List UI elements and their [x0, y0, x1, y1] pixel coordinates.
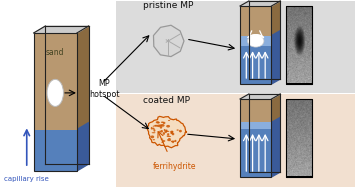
- Bar: [286, 99, 312, 177]
- Text: pristine MP: pristine MP: [143, 1, 193, 10]
- Bar: [34, 33, 77, 130]
- Polygon shape: [272, 117, 280, 177]
- Text: MP
hotspot: MP hotspot: [89, 79, 120, 99]
- Ellipse shape: [159, 131, 161, 133]
- Ellipse shape: [153, 129, 155, 132]
- Ellipse shape: [155, 125, 157, 127]
- Bar: [240, 36, 272, 84]
- Ellipse shape: [166, 125, 170, 128]
- Polygon shape: [240, 1, 280, 6]
- Text: ferrihydrite: ferrihydrite: [152, 162, 196, 171]
- Bar: [240, 122, 272, 177]
- Ellipse shape: [167, 135, 169, 136]
- Text: sand: sand: [46, 48, 65, 57]
- Bar: [34, 33, 77, 171]
- Bar: [240, 122, 272, 129]
- Ellipse shape: [152, 132, 155, 133]
- Ellipse shape: [172, 141, 174, 143]
- Ellipse shape: [247, 35, 264, 47]
- Bar: [116, 1, 355, 93]
- Ellipse shape: [168, 138, 171, 139]
- Bar: [286, 6, 312, 84]
- Bar: [240, 6, 272, 84]
- Polygon shape: [34, 26, 89, 33]
- Ellipse shape: [161, 122, 164, 123]
- Bar: [286, 99, 312, 177]
- Ellipse shape: [161, 124, 165, 127]
- Ellipse shape: [171, 131, 173, 134]
- Ellipse shape: [164, 130, 167, 133]
- Ellipse shape: [159, 124, 162, 126]
- Ellipse shape: [170, 131, 174, 133]
- Ellipse shape: [163, 132, 165, 135]
- Ellipse shape: [176, 129, 179, 131]
- Ellipse shape: [151, 127, 153, 129]
- Bar: [240, 6, 272, 36]
- Ellipse shape: [164, 129, 166, 131]
- Polygon shape: [272, 94, 280, 122]
- Polygon shape: [147, 116, 187, 148]
- Bar: [286, 6, 312, 84]
- Ellipse shape: [174, 140, 176, 142]
- Bar: [240, 99, 272, 177]
- Polygon shape: [77, 123, 89, 171]
- Polygon shape: [272, 31, 280, 84]
- Polygon shape: [272, 1, 280, 36]
- Ellipse shape: [165, 131, 169, 132]
- Ellipse shape: [167, 133, 169, 135]
- Ellipse shape: [154, 125, 156, 127]
- Ellipse shape: [172, 133, 174, 135]
- Text: capillary rise: capillary rise: [4, 176, 49, 182]
- Ellipse shape: [47, 79, 64, 106]
- Ellipse shape: [160, 126, 162, 129]
- Ellipse shape: [151, 136, 154, 138]
- Ellipse shape: [161, 142, 164, 143]
- Polygon shape: [153, 25, 184, 57]
- Bar: [34, 130, 77, 171]
- Polygon shape: [77, 26, 89, 130]
- Ellipse shape: [162, 140, 165, 142]
- Ellipse shape: [168, 120, 170, 121]
- Bar: [240, 36, 272, 46]
- Ellipse shape: [171, 141, 175, 143]
- Ellipse shape: [152, 128, 154, 130]
- Ellipse shape: [179, 130, 182, 132]
- Ellipse shape: [153, 126, 155, 127]
- Ellipse shape: [157, 125, 161, 127]
- Bar: [116, 94, 355, 187]
- Ellipse shape: [166, 129, 168, 132]
- Bar: [240, 99, 272, 122]
- Ellipse shape: [156, 121, 159, 123]
- Ellipse shape: [157, 122, 160, 123]
- Ellipse shape: [166, 136, 171, 137]
- Ellipse shape: [153, 139, 155, 140]
- Text: coated MP: coated MP: [143, 96, 190, 105]
- Ellipse shape: [163, 122, 165, 124]
- Ellipse shape: [160, 139, 163, 140]
- Ellipse shape: [170, 132, 173, 134]
- Ellipse shape: [167, 139, 171, 141]
- Ellipse shape: [160, 130, 163, 132]
- Polygon shape: [240, 94, 280, 99]
